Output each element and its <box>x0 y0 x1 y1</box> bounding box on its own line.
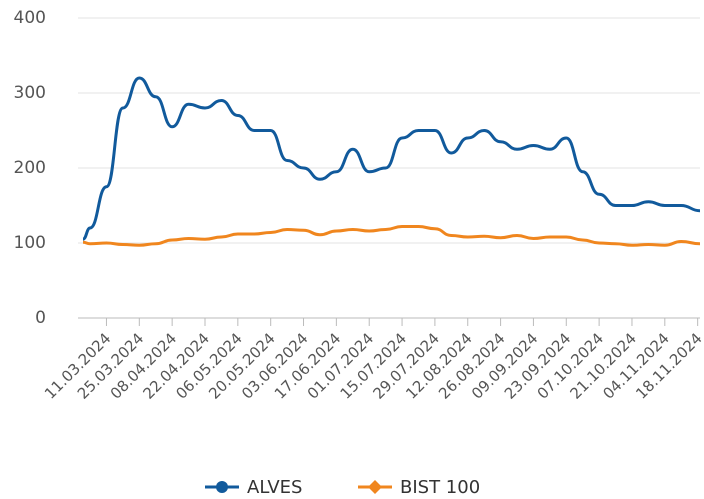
legend-item: BIST 100 <box>358 477 480 498</box>
legend-label: ALVES <box>247 477 302 498</box>
y-tick-label: 200 <box>14 158 46 178</box>
series-line <box>82 76 701 241</box>
y-tick-label: 300 <box>14 83 46 103</box>
legend-marker <box>368 480 382 494</box>
legend-item: ALVES <box>205 477 302 498</box>
series-line <box>82 225 701 247</box>
y-tick-label: 100 <box>14 233 46 253</box>
y-tick-label: 0 <box>35 308 46 328</box>
legend-marker <box>216 481 228 493</box>
legend-label: BIST 100 <box>400 477 480 498</box>
y-tick-label: 400 <box>14 8 46 28</box>
